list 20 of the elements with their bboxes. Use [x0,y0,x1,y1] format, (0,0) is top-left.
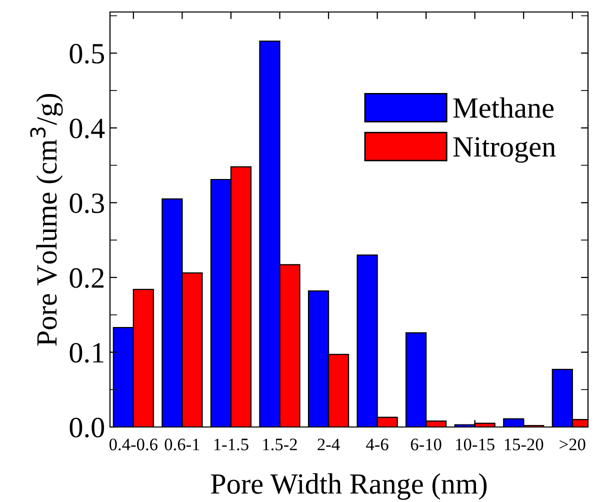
x-tick-label: 0.4-0.6 [109,438,158,450]
y-tick-label: 0.3 [70,193,104,214]
y-tick-label: 0.4 [70,118,105,138]
x-tick-label: 6-10 [410,438,442,450]
x-tick-label: 1.5-2 [263,438,297,450]
x-tick-label: 2-4 [318,438,340,450]
y-tick-label: 0.5 [70,44,104,64]
x-tick-label: 0.6-1 [164,438,200,450]
x-axis-title: Pore Width Range (nm) [210,473,487,500]
legend-label: Methane [453,97,554,118]
legend-label: Nitrogen [453,137,556,163]
x-tick-label: 4-6 [366,438,388,450]
x-tick-label: 15-20 [504,438,544,450]
y-tick-label: 0.1 [70,342,104,363]
y-axis-title: Pore Volume (cm$^{3}$/g) [30,94,63,346]
y-tick-label: 0.0 [70,418,104,438]
x-tick-label: >20 [560,438,586,450]
x-tick-label: 1-1.5 [214,438,248,450]
x-tick-label: 10-15 [456,438,494,450]
y-tick-label: 0.2 [70,268,104,288]
